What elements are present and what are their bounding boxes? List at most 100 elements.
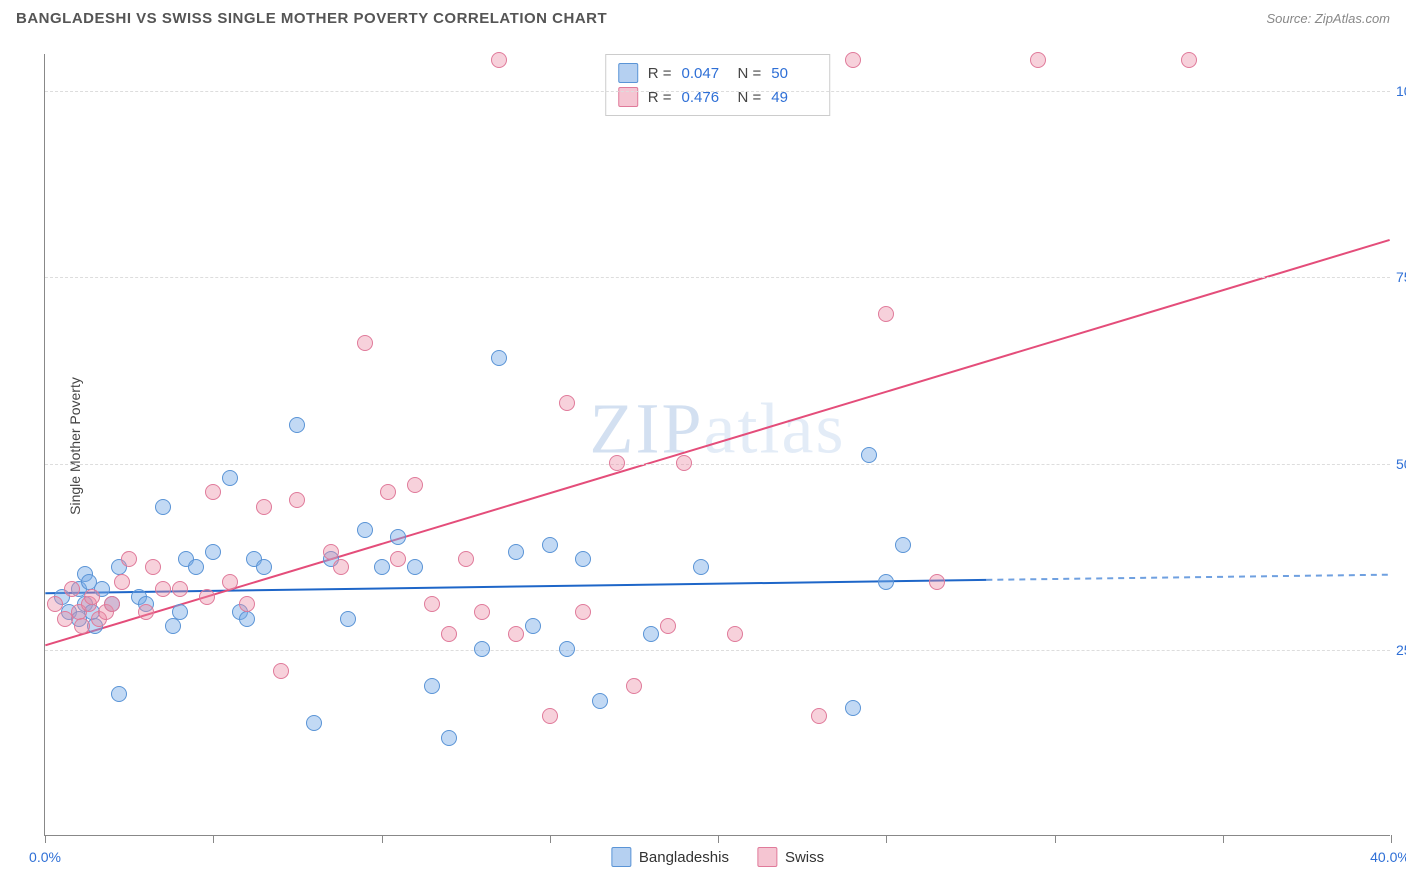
data-point xyxy=(145,559,161,575)
gridline xyxy=(45,650,1390,651)
data-point xyxy=(165,618,181,634)
chart-title: BANGLADESHI VS SWISS SINGLE MOTHER POVER… xyxy=(16,10,607,27)
data-point xyxy=(407,477,423,493)
data-point xyxy=(306,715,322,731)
data-point xyxy=(660,618,676,634)
data-point xyxy=(121,551,137,567)
gridline xyxy=(45,91,1390,92)
data-point xyxy=(323,544,339,560)
gridline xyxy=(45,464,1390,465)
data-point xyxy=(407,559,423,575)
swatch-swiss-icon xyxy=(757,847,777,867)
data-point xyxy=(340,611,356,627)
data-point xyxy=(811,708,827,724)
data-point xyxy=(333,559,349,575)
data-point xyxy=(222,470,238,486)
data-point xyxy=(424,678,440,694)
data-point xyxy=(693,559,709,575)
swatch-bangladeshis xyxy=(618,63,638,83)
data-point xyxy=(592,693,608,709)
data-point xyxy=(861,447,877,463)
data-point xyxy=(559,395,575,411)
data-point xyxy=(111,686,127,702)
data-point xyxy=(458,551,474,567)
data-point xyxy=(84,589,100,605)
data-point xyxy=(74,618,90,634)
data-point xyxy=(474,641,490,657)
y-tick-label: 50.0% xyxy=(1396,456,1406,472)
data-point xyxy=(172,604,188,620)
data-point xyxy=(441,626,457,642)
data-point xyxy=(239,611,255,627)
data-point xyxy=(273,663,289,679)
data-point xyxy=(155,581,171,597)
data-point xyxy=(289,417,305,433)
stats-row-swiss: R = 0.476 N = 49 xyxy=(618,85,818,109)
data-point xyxy=(676,455,692,471)
data-point xyxy=(424,596,440,612)
stats-row-bangladeshis: R = 0.047 N = 50 xyxy=(618,61,818,85)
data-point xyxy=(256,499,272,515)
data-point xyxy=(559,641,575,657)
y-tick-label: 100.0% xyxy=(1396,83,1406,99)
data-point xyxy=(138,604,154,620)
x-tick xyxy=(886,835,887,843)
data-point xyxy=(114,574,130,590)
legend-item-swiss: Swiss xyxy=(757,847,824,867)
data-point xyxy=(508,626,524,642)
data-point xyxy=(929,574,945,590)
data-point xyxy=(199,589,215,605)
data-point xyxy=(491,52,507,68)
data-point xyxy=(508,544,524,560)
x-tick xyxy=(718,835,719,843)
data-point xyxy=(47,596,63,612)
watermark: ZIPatlas xyxy=(590,387,846,470)
series-legend: Bangladeshis Swiss xyxy=(611,847,824,867)
data-point xyxy=(205,544,221,560)
source-attribution: Source: ZipAtlas.com xyxy=(1266,11,1390,26)
legend-item-bangladeshis: Bangladeshis xyxy=(611,847,729,867)
data-point xyxy=(357,335,373,351)
data-point xyxy=(441,730,457,746)
data-point xyxy=(289,492,305,508)
scatter-plot-area: ZIPatlas R = 0.047 N = 50 R = 0.476 N = … xyxy=(44,54,1390,836)
data-point xyxy=(380,484,396,500)
data-point xyxy=(256,559,272,575)
data-point xyxy=(172,581,188,597)
trend-lines-svg xyxy=(45,54,1390,835)
x-label-left: 0.0% xyxy=(29,849,61,865)
data-point xyxy=(727,626,743,642)
data-point xyxy=(390,551,406,567)
data-point xyxy=(845,52,861,68)
data-point xyxy=(357,522,373,538)
y-tick-label: 25.0% xyxy=(1396,642,1406,658)
data-point xyxy=(626,678,642,694)
data-point xyxy=(1181,52,1197,68)
data-point xyxy=(878,306,894,322)
data-point xyxy=(104,596,120,612)
swatch-bangladeshis-icon xyxy=(611,847,631,867)
data-point xyxy=(643,626,659,642)
gridline xyxy=(45,277,1390,278)
data-point xyxy=(64,581,80,597)
data-point xyxy=(222,574,238,590)
data-point xyxy=(390,529,406,545)
data-point xyxy=(878,574,894,590)
data-point xyxy=(205,484,221,500)
data-point xyxy=(374,559,390,575)
x-tick xyxy=(1055,835,1056,843)
y-tick-label: 75.0% xyxy=(1396,269,1406,285)
data-point xyxy=(1030,52,1046,68)
data-point xyxy=(575,551,591,567)
data-point xyxy=(155,499,171,515)
data-point xyxy=(474,604,490,620)
swatch-swiss xyxy=(618,87,638,107)
data-point xyxy=(542,708,558,724)
data-point xyxy=(895,537,911,553)
data-point xyxy=(845,700,861,716)
data-point xyxy=(239,596,255,612)
x-tick xyxy=(213,835,214,843)
data-point xyxy=(491,350,507,366)
data-point xyxy=(188,559,204,575)
x-tick xyxy=(1391,835,1392,843)
